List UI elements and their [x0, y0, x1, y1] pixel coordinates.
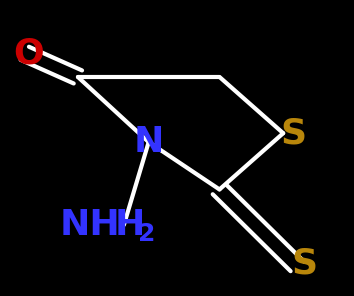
Text: H: H	[115, 208, 145, 242]
Text: S: S	[281, 116, 307, 150]
Text: N: N	[133, 125, 164, 159]
Text: O: O	[13, 36, 44, 70]
Text: S: S	[291, 247, 318, 280]
Text: 2: 2	[138, 222, 156, 246]
Text: NH: NH	[59, 208, 120, 242]
